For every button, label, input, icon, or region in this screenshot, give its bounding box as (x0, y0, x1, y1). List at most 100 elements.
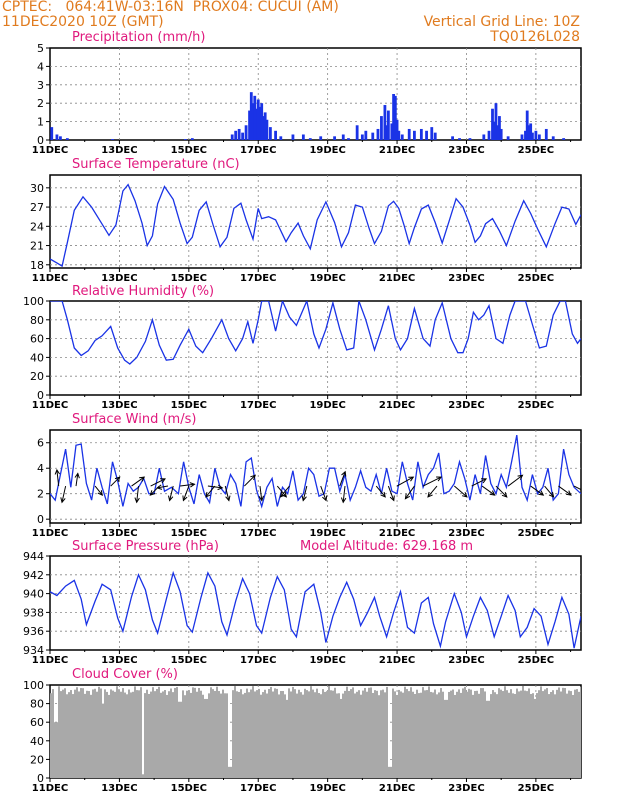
cloud-bar (352, 687, 354, 778)
x-tick-label: 19DEC (309, 400, 345, 411)
cloud-bar (436, 694, 438, 778)
cloud-bar (184, 695, 186, 778)
cloud-bar (550, 692, 552, 778)
wind-vector (180, 483, 195, 487)
cloud-bar (332, 690, 334, 778)
wind-arrowhead (436, 476, 443, 482)
cloud-bar (568, 690, 570, 778)
cloud-bar (144, 693, 146, 778)
cloud-bar (388, 766, 390, 778)
cloud-bar (182, 690, 184, 778)
wind-arrowhead (182, 495, 188, 502)
x-tick-label: 13DEC (101, 400, 137, 411)
y-tick-label: 80 (30, 314, 44, 327)
wind-vector (320, 485, 327, 501)
cloud-bar (440, 688, 442, 778)
cloud-bar (176, 687, 178, 778)
cloud-bar (336, 693, 338, 778)
precip-bar (360, 134, 364, 140)
wind-arrowhead (501, 491, 508, 498)
cloud-bar (456, 691, 458, 778)
cloud-bar (112, 690, 114, 778)
x-tick-label: 15DEC (171, 783, 207, 794)
x-tick-label: 25DEC (518, 783, 554, 794)
cloud-bar (386, 686, 388, 778)
cloud-bar (238, 691, 240, 778)
wind-arrowhead (404, 493, 411, 500)
precip-bar (190, 138, 194, 140)
cloud-bar (314, 692, 316, 778)
precip-bar (562, 138, 566, 140)
cloud-bar (100, 688, 102, 778)
cloud-bar (58, 686, 60, 778)
header-grid-note: Vertical Grid Line: 10Z (423, 14, 580, 30)
precip-bar (491, 108, 494, 140)
wind-vector (302, 485, 308, 501)
precip-bar (385, 125, 389, 140)
precip-bar (393, 95, 397, 140)
panel-3: 11DEC 13DEC 15DEC 17DEC 19DEC 21DEC 23DEC 25DEC… (32, 412, 582, 539)
cloud-bar (424, 690, 426, 778)
cloud-bar (576, 689, 578, 778)
cloud-bar (258, 688, 260, 778)
x-tick-label: 11DEC (32, 655, 68, 666)
cloud-bar (494, 692, 496, 778)
cloud-bar (548, 694, 550, 778)
wind-vector (280, 485, 290, 498)
cloud-bar (302, 694, 304, 778)
precip-bar (383, 105, 387, 140)
precip-bar (482, 134, 486, 140)
cloud-bar (364, 687, 366, 778)
cloud-bar (466, 691, 468, 778)
cloud-bar (446, 699, 448, 778)
wind-arrowhead (538, 490, 545, 496)
cloud-bar (56, 722, 58, 778)
cloud-bar (162, 691, 164, 778)
x-tick-label: 23DEC (448, 783, 484, 794)
cloud-bar (312, 689, 314, 778)
cloud-bar (108, 694, 110, 778)
cloud-bar (208, 693, 210, 778)
cloud-bar (376, 690, 378, 778)
precip-bar (395, 119, 399, 140)
wind-vector (558, 485, 572, 496)
y-tick-label: 2 (37, 97, 44, 110)
cloud-bar (92, 689, 94, 778)
wind-arrowhead (54, 468, 61, 475)
cloud-bar (102, 703, 104, 778)
cloud-bar (226, 693, 228, 778)
wind-arrowhead (258, 495, 264, 502)
y-tick-label: 4 (37, 462, 44, 475)
precip-bar (249, 92, 253, 140)
y-tick-label: 20 (30, 370, 44, 383)
wind-vector (131, 476, 145, 487)
precip-bar (268, 127, 272, 140)
wind-vector (339, 471, 346, 487)
cloud-bar (564, 688, 566, 778)
cloud-bar (562, 687, 564, 778)
cloud-bar (244, 692, 246, 778)
cloud-bar (290, 691, 292, 778)
x-tick-label: 15DEC (171, 528, 207, 539)
cloud-bar (196, 691, 198, 778)
cloud-bar (374, 690, 376, 778)
y-tick-label: 0 (37, 772, 44, 785)
cloud-bar (90, 694, 92, 778)
y-tick-label: 5 (37, 42, 44, 55)
cloud-bar (72, 694, 74, 778)
wind-vector (94, 485, 103, 496)
cloud-bar (80, 688, 82, 778)
cloud-bar (362, 690, 364, 778)
cloud-bar (354, 693, 356, 778)
cloud-bar (442, 691, 444, 778)
cloud-bar (136, 690, 138, 778)
cloud-bar (516, 688, 518, 778)
cloud-bar (426, 690, 428, 778)
cloud-bar (170, 688, 172, 778)
cloud-bar (216, 686, 218, 778)
cloud-bar (78, 691, 80, 778)
cloud-bar (198, 687, 200, 778)
panel-content (50, 685, 581, 778)
x-tick-label: 21DEC (379, 145, 415, 156)
cloud-bar (476, 690, 478, 778)
